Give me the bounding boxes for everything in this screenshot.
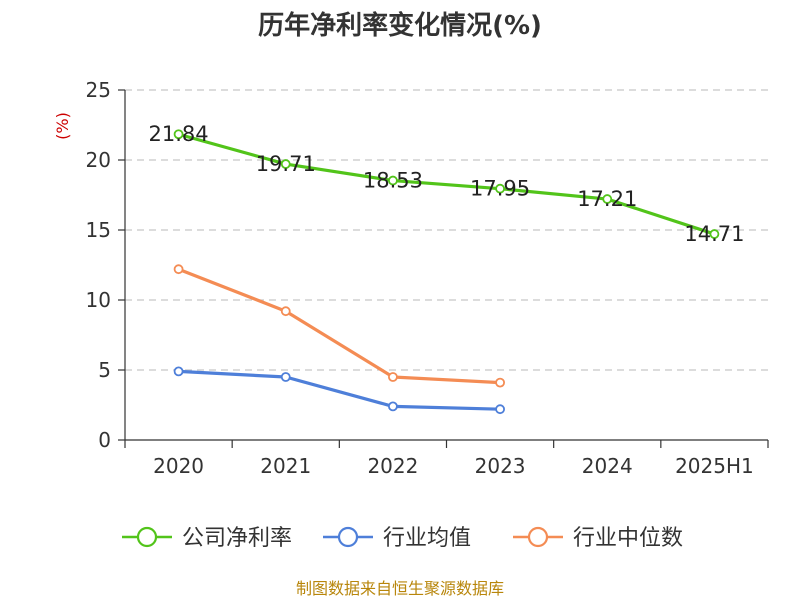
legend-marker [337,526,359,548]
data-label: 21.84 [149,122,209,146]
series-line-0 [178,132,715,236]
data-point [173,129,184,140]
data-point [173,264,184,275]
grid-lines [125,89,768,371]
data-label: 19.71 [256,152,316,176]
data-point [173,366,184,377]
x-tick-label: 2024 [582,454,633,478]
y-tick-label: 20 [86,148,111,172]
series-line-1 [178,369,501,411]
y-tick-label: 15 [86,218,111,242]
x-tick-label: 2023 [475,454,526,478]
data-point [280,372,291,382]
x-tick-label: 2021 [260,454,311,478]
data-point [495,377,505,388]
data-label: 14.71 [684,222,744,246]
legend-marker [527,526,549,548]
legend: 公司净利率 行业均值 行业中位数 [122,526,683,551]
data-label: 17.95 [470,177,530,201]
data-point [388,401,398,412]
axes: 0 5 10 15 20 25 2020 2021 2022 2023 2024 2025H1 [86,78,769,478]
series-line-2 [177,267,501,385]
legend-label: 公司净利率 [182,526,292,551]
data-point [709,229,720,239]
legend-label: 行业中位数 [573,526,683,551]
data-point [495,404,505,415]
y-tick-label: 0 [98,428,111,452]
data-point [388,372,398,382]
y-tick-label: 10 [86,288,111,312]
x-tick-label: 2020 [153,454,204,478]
data-label: 18.53 [363,169,423,193]
chart-title: 历年净利率变化情况(%) [258,10,542,41]
data-labels: 21.84 19.71 18.53 17.95 17.21 14.71 [149,122,745,246]
data-point [495,183,505,194]
x-tick-label: 2022 [367,454,418,478]
y-tick-label: 5 [98,358,111,382]
data-label: 17.21 [577,187,637,211]
y-tick-label: 25 [86,78,111,102]
data-point [388,175,398,186]
data-point [280,306,291,317]
y-axis-label: (%) [53,112,72,140]
data-point [602,194,613,204]
series-group [173,129,720,415]
legend-marker [136,526,158,548]
source-note: 制图数据来自恒生聚源数据库 [296,579,504,598]
data-point [280,159,291,169]
x-tick-label: 2025H1 [675,454,754,478]
legend-label: 行业均值 [383,526,471,551]
